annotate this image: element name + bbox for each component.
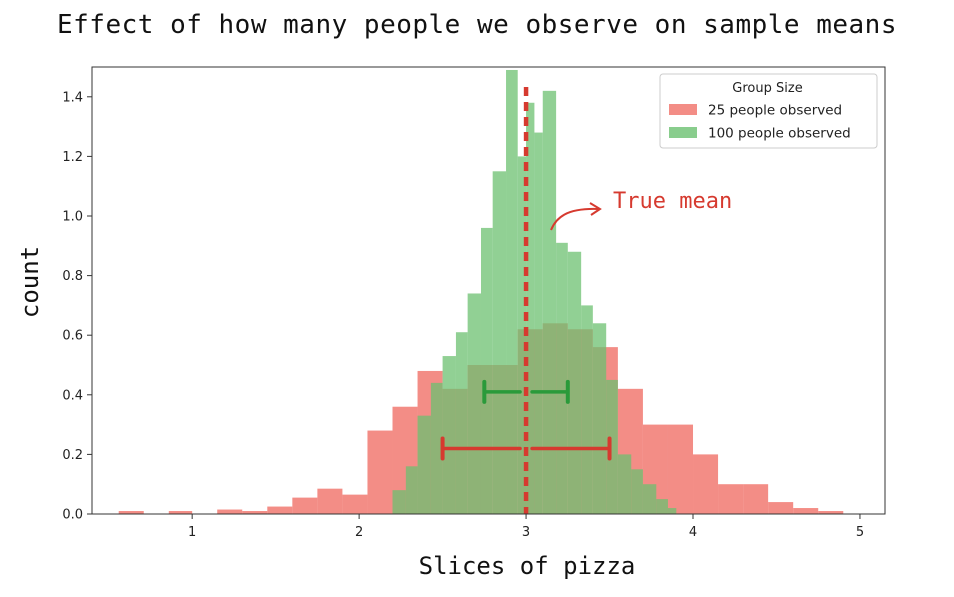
bar <box>567 251 582 514</box>
bar <box>506 69 518 514</box>
bar <box>556 242 568 514</box>
x-axis-label: Slices of pizza <box>418 552 636 580</box>
bar <box>667 508 677 514</box>
bar <box>592 323 607 514</box>
bar <box>631 469 643 514</box>
x-tick-label: 1 <box>188 525 196 540</box>
bar <box>430 382 443 514</box>
bar <box>743 484 769 514</box>
y-ticks: 0.0 0.2 0.4 0.6 0.8 1.0 1.2 1.4 <box>62 90 92 523</box>
bar <box>517 156 527 514</box>
y-tick-label: 0.0 <box>62 508 83 523</box>
annotation-text: True mean <box>613 189 732 214</box>
y-tick-label: 0.2 <box>62 448 83 463</box>
bar <box>367 430 393 514</box>
bar <box>793 508 819 514</box>
x-tick-label: 4 <box>689 525 697 540</box>
legend: Group Size 25 people observed 100 people o… <box>659 73 878 149</box>
annotation-arrow <box>550 207 599 231</box>
bar <box>542 90 557 514</box>
bar <box>526 102 535 514</box>
x-ticks: 1 2 3 4 5 <box>188 514 864 540</box>
bar <box>455 332 468 514</box>
legend-box <box>659 73 878 149</box>
bar <box>606 379 618 514</box>
bar <box>667 424 694 514</box>
bar <box>467 293 481 514</box>
bar <box>818 511 844 514</box>
chart-title: Effect of how many people we observe on … <box>57 10 897 40</box>
bar <box>693 454 719 514</box>
bar <box>118 511 144 514</box>
annotation-arrowhead <box>589 202 602 216</box>
overlays: True mean <box>440 87 732 514</box>
x-tick-label: 3 <box>522 525 530 540</box>
bar <box>405 466 418 514</box>
y-tick-label: 0.4 <box>62 388 83 403</box>
bar <box>480 227 493 515</box>
bar <box>656 499 668 514</box>
y-tick-label: 0.6 <box>62 329 83 344</box>
y-tick-label: 1.2 <box>62 150 83 165</box>
bar <box>768 502 794 514</box>
series-100-bars <box>392 69 677 515</box>
bar <box>168 511 193 514</box>
x-tick-label: 5 <box>856 525 864 540</box>
bar <box>392 490 406 514</box>
legend-swatch <box>669 127 697 138</box>
bar <box>317 488 343 514</box>
plot-frame <box>91 66 886 515</box>
bar <box>718 484 744 514</box>
bar <box>642 484 657 514</box>
bar <box>267 506 293 514</box>
legend-label: 25 people observed <box>708 103 842 119</box>
x-tick-label: 2 <box>355 525 363 540</box>
legend-label: 100 people observed <box>708 126 851 142</box>
legend-swatch <box>669 104 697 115</box>
bar <box>581 305 593 514</box>
y-tick-label: 1.0 <box>62 210 83 225</box>
bar <box>342 494 368 514</box>
bar <box>617 454 632 514</box>
bar <box>442 356 456 514</box>
bar <box>242 511 268 514</box>
bar <box>417 415 431 514</box>
y-tick-label: 1.4 <box>62 90 83 105</box>
legend-title: Group Size <box>732 81 802 96</box>
y-tick-label: 0.8 <box>62 269 83 284</box>
bar <box>217 509 243 514</box>
bar <box>492 171 507 515</box>
bar <box>292 497 318 514</box>
bar <box>534 132 543 514</box>
